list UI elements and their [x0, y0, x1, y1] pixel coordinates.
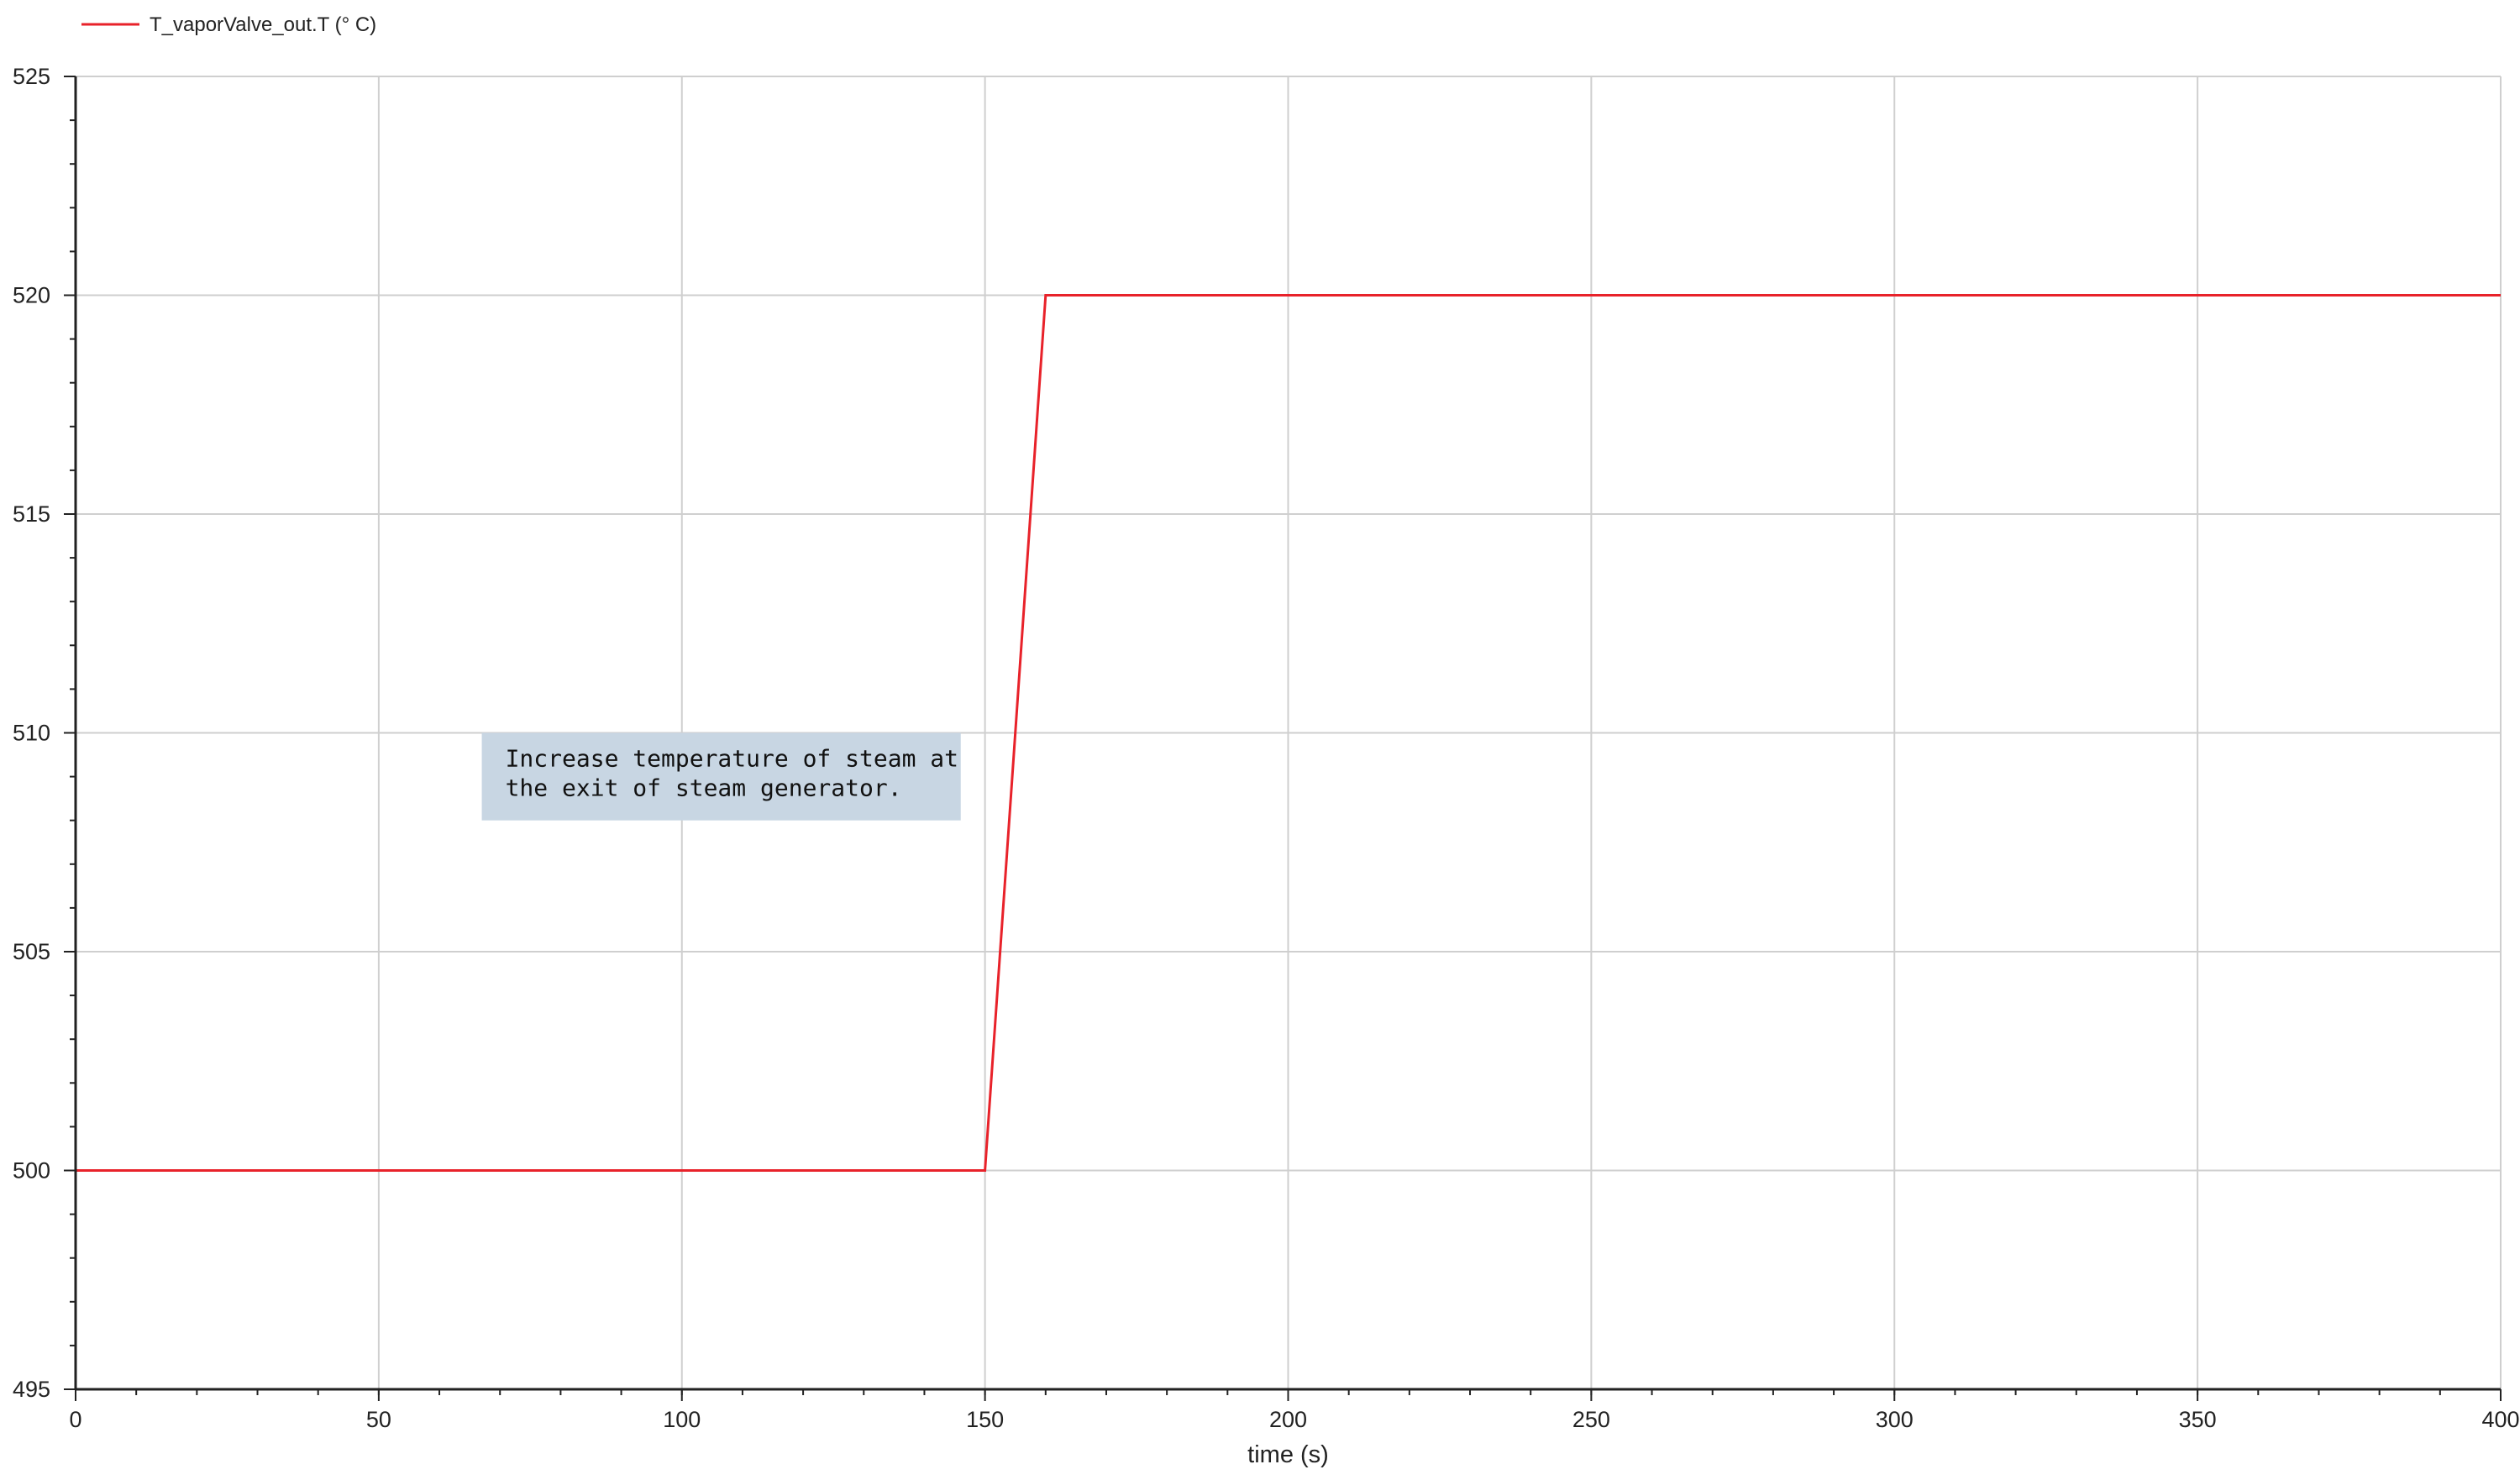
annotation: Increase temperature of steam at the exi… [481, 732, 961, 821]
x-tick-label: 350 [2179, 1407, 2217, 1432]
x-tick-label: 100 [663, 1407, 701, 1432]
y-tick-label: 500 [13, 1158, 50, 1183]
x-axis-title: time (s) [1247, 1441, 1329, 1468]
y-tick-label: 520 [13, 283, 50, 308]
annotation-line-1: Increase temperature of steam at [506, 745, 958, 773]
x-tick-label: 200 [1269, 1407, 1307, 1432]
y-tick-labels: 495 500 505 510 515 520 525 [13, 64, 50, 1402]
x-tick-labels: 0 50 100 150 200 250 300 350 400 [69, 1407, 2519, 1432]
y-tick-label: 525 [13, 64, 50, 89]
annotation-line-2: the exit of steam generator. [506, 774, 902, 802]
y-tick-label: 505 [13, 939, 50, 964]
legend: T_vaporValve_out.T (° C) [81, 13, 376, 36]
annotation-box [481, 732, 961, 821]
axes [74, 76, 2501, 1391]
series-layer [76, 294, 2501, 1172]
x-tick-label: 150 [966, 1407, 1004, 1432]
y-tick-label: 510 [13, 721, 50, 746]
y-tick-label: 515 [13, 501, 50, 527]
x-tick-label: 50 [366, 1407, 391, 1432]
x-tick-label: 400 [2481, 1407, 2519, 1432]
x-tick-label: 0 [69, 1407, 81, 1432]
x-tick-label: 250 [1572, 1407, 1610, 1432]
series-line [76, 294, 2501, 1172]
minor-ticks [64, 76, 2502, 1401]
y-tick-label: 495 [13, 1377, 50, 1402]
grid [75, 76, 2502, 1390]
legend-label: T_vaporValve_out.T (° C) [150, 13, 376, 36]
x-tick-label: 300 [1876, 1407, 1914, 1432]
